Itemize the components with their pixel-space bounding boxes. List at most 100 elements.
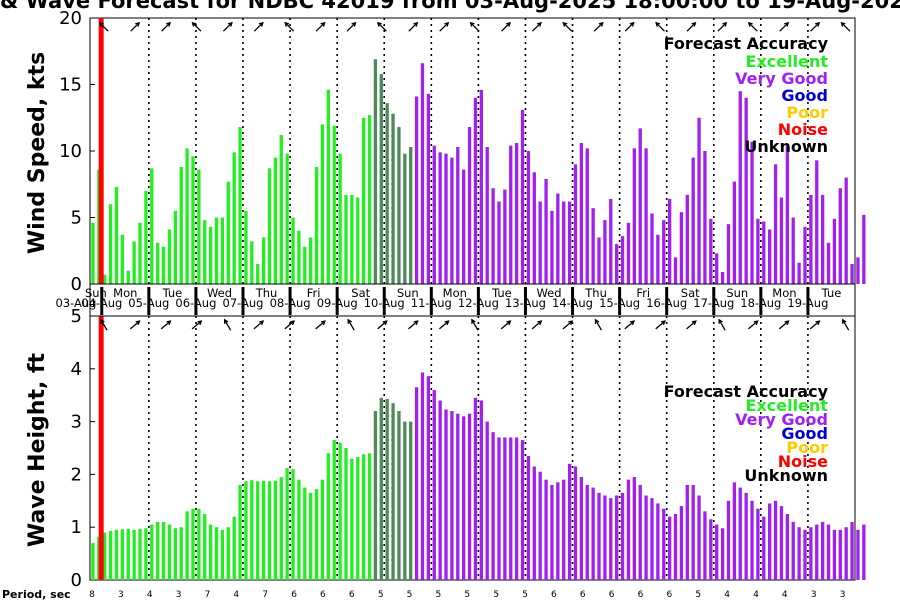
wave-bar: [338, 442, 342, 580]
wind-bar: [544, 178, 548, 284]
wind-bar: [397, 127, 401, 284]
wind-bar: [261, 237, 266, 284]
wind-bar: [726, 224, 731, 284]
arrow-head: [166, 320, 172, 326]
wave-bar: [397, 411, 401, 580]
wind-bar: [250, 241, 254, 284]
period-value: 6: [667, 590, 673, 600]
wind-bar: [409, 147, 413, 284]
day-divider: [571, 287, 575, 315]
arrow-head: [258, 21, 264, 27]
wind-direction-arrow: [501, 21, 511, 32]
wind-legend-title: Forecast Accuracy: [664, 34, 829, 53]
wind-legend-noise: Noise: [778, 120, 828, 139]
arrow-shaft: [778, 320, 789, 330]
period-value: 3: [176, 590, 182, 600]
wind-bar: [350, 194, 354, 284]
wind-bar: [326, 89, 330, 284]
arrow-head: [655, 21, 661, 27]
wind-bar: [438, 152, 442, 284]
wind-bar: [191, 156, 195, 284]
wave-bar: [556, 482, 560, 580]
wave-bar: [603, 495, 607, 580]
day-divider: [100, 287, 104, 315]
wind-direction-arrow: [593, 21, 604, 32]
wave-bar: [173, 528, 177, 580]
wind-bar: [562, 201, 566, 284]
wind-direction-arrow: [191, 21, 202, 32]
arrow-head: [135, 21, 141, 27]
wind-bar: [391, 113, 395, 284]
wave-bar: [108, 530, 113, 580]
wind-bar: [367, 115, 372, 284]
wind-bar: [297, 230, 301, 284]
wind-bar: [609, 198, 613, 284]
wave-bar: [185, 511, 189, 580]
wave-ytick-label: 5: [71, 306, 82, 327]
wave-ytick-label: 1: [71, 517, 82, 538]
arrow-head: [197, 320, 203, 326]
wave-ytick-label: 2: [71, 464, 82, 485]
wind-bar: [150, 168, 154, 284]
period-row: 8 3 4 3 7 4 7 6 6 6 5 5 5 5 5 5 6 6 6 6 6 5 4 4 4 3 3: [89, 590, 845, 600]
wave-bar: [261, 480, 266, 580]
wave-direction-arrow: [809, 320, 821, 330]
wave-bar: [432, 389, 436, 580]
wave-bar: [179, 527, 183, 580]
day-divider: [476, 287, 480, 315]
wave-bar: [208, 524, 213, 580]
wind-bar: [156, 242, 160, 284]
wave-bar: [203, 514, 207, 580]
wave-direction-arrow: [191, 320, 203, 330]
wind-bar: [679, 212, 684, 284]
period-value: 7: [205, 590, 211, 600]
arrow-shaft: [842, 319, 850, 331]
wind-bar: [120, 234, 125, 284]
wave-bar: [226, 527, 230, 580]
wave-bar: [332, 440, 336, 580]
wave-bar: [679, 506, 684, 580]
wave-bar: [356, 456, 360, 580]
period-value: 6: [638, 590, 644, 600]
wave-bar: [238, 484, 242, 580]
arrow-shaft: [841, 22, 851, 32]
arrow-shaft: [161, 22, 171, 32]
wave-bar: [638, 484, 642, 580]
arrow-shaft: [531, 22, 542, 32]
day-date-label: 05-Aug: [128, 296, 169, 310]
arrow-head: [568, 320, 574, 326]
wind-bar: [638, 128, 642, 284]
period-value: 5: [378, 590, 384, 600]
arrow-head: [718, 318, 723, 324]
wind-bar: [797, 262, 801, 284]
period-value: 4: [233, 590, 239, 600]
day-name-label: Sun: [397, 286, 419, 300]
wave-bar: [303, 487, 307, 580]
wave-bar: [585, 484, 589, 580]
wind-bar: [697, 117, 701, 284]
wind-bar: [309, 237, 313, 284]
wave-direction-arrow: [747, 320, 759, 330]
day-name-label: Fri: [307, 286, 321, 300]
wind-bar: [532, 172, 536, 284]
arrow-shaft: [686, 22, 696, 32]
wind-bar: [173, 210, 177, 284]
arrow-head: [223, 318, 229, 324]
day-divider: [523, 287, 527, 315]
wind-bar: [556, 193, 560, 284]
wave-bar: [562, 479, 566, 580]
arrow-head: [351, 21, 357, 27]
wave-direction-arrow: [223, 318, 232, 331]
arrow-head: [135, 320, 141, 326]
wave-bar: [726, 500, 731, 580]
wave-bar: [826, 524, 831, 580]
wave-bar: [161, 521, 166, 580]
wave-legend-very-good: Very Good: [735, 410, 828, 429]
arrow-shaft: [686, 320, 697, 330]
wind-bar: [356, 197, 360, 284]
wind-bar: [603, 220, 607, 284]
wave-bar: [838, 529, 842, 580]
wave-direction-arrow: [129, 320, 141, 330]
wind-bar: [303, 246, 307, 284]
